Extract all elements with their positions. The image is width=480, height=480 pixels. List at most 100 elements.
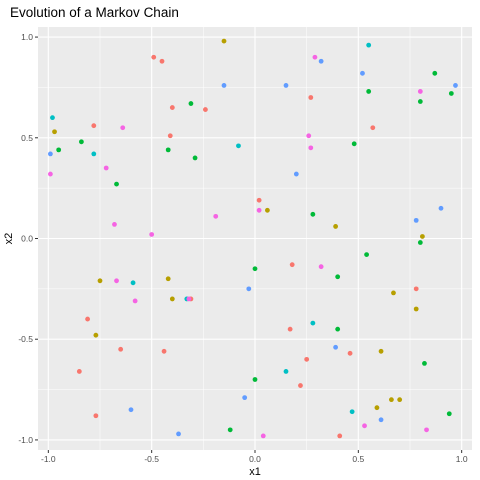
data-point (50, 115, 55, 121)
data-point (91, 151, 97, 157)
data-point (186, 296, 192, 302)
data-point (246, 286, 252, 292)
data-point (93, 413, 99, 419)
data-point (114, 181, 119, 187)
y-tick-label: 0.0 (21, 234, 33, 244)
chart-title: Evolution of a Markov Chain (10, 5, 179, 20)
data-point (118, 346, 124, 352)
x-tick-label: 0.0 (249, 454, 261, 464)
data-point (374, 405, 380, 411)
x-tick-label: -0.5 (144, 454, 159, 464)
data-point (417, 89, 423, 94)
data-point (378, 348, 384, 354)
data-point (151, 54, 157, 60)
data-point (56, 147, 62, 153)
x-tick-label: 1.0 (456, 454, 468, 464)
data-point (48, 171, 53, 177)
data-point (304, 356, 310, 362)
data-point (130, 280, 136, 286)
y-tick-label: 0.5 (21, 133, 33, 143)
data-point (52, 129, 57, 135)
data-point (318, 264, 324, 270)
data-point (112, 222, 117, 227)
data-point (91, 123, 97, 129)
data-point (85, 316, 90, 322)
data-point (169, 105, 175, 110)
y-tick-label: -1.0 (18, 435, 33, 445)
data-point (213, 213, 219, 219)
data-point (103, 165, 109, 171)
data-point (366, 42, 372, 48)
data-point (132, 298, 138, 304)
data-point (203, 107, 208, 112)
data-point (252, 377, 258, 382)
data-point (391, 290, 396, 296)
data-point (308, 95, 314, 100)
data-point (318, 58, 324, 64)
data-point (159, 58, 165, 64)
data-point (289, 262, 295, 268)
data-point (165, 276, 171, 282)
data-point (389, 397, 394, 403)
data-point (167, 133, 173, 139)
y-tick-label: -0.5 (18, 334, 33, 344)
data-point (366, 89, 372, 94)
data-point (169, 296, 175, 302)
data-point (256, 207, 262, 213)
data-point (161, 348, 167, 354)
data-point (149, 232, 155, 237)
data-point (333, 344, 338, 350)
data-point (438, 205, 444, 211)
data-point (227, 427, 233, 433)
data-point (360, 70, 365, 76)
data-point (128, 407, 134, 413)
data-point (308, 145, 314, 151)
data-point (93, 332, 99, 338)
data-point (422, 360, 427, 366)
data-point (283, 83, 289, 88)
data-point (417, 99, 423, 104)
data-point (378, 417, 384, 423)
data-point (293, 171, 299, 177)
data-point (417, 240, 423, 245)
data-point (221, 38, 227, 44)
data-point (242, 395, 248, 401)
data-point (420, 234, 425, 239)
x-axis-label: x1 (249, 466, 261, 478)
data-point (370, 125, 376, 131)
data-point (446, 411, 452, 417)
data-point (76, 369, 82, 374)
data-point (114, 278, 119, 284)
x-tick-label: -1.0 (41, 454, 56, 464)
data-point (413, 306, 419, 312)
data-point (221, 83, 227, 88)
data-point (347, 350, 353, 356)
data-point (310, 320, 316, 326)
data-point (351, 141, 357, 147)
data-point (188, 101, 194, 106)
data-point (453, 83, 458, 88)
y-tick-label: 1.0 (21, 32, 33, 42)
data-point (362, 423, 367, 429)
data-point (397, 397, 403, 403)
data-point (312, 54, 318, 60)
data-point (192, 155, 198, 161)
data-point (48, 151, 53, 157)
x-axis-ticks: -1.0 -0.5 0.0 0.5 1.0 (41, 450, 468, 464)
data-point (364, 252, 369, 258)
data-point (236, 143, 241, 149)
data-point (265, 207, 270, 213)
data-point (176, 431, 181, 437)
y-axis-ticks: -1.0 -0.5 0.0 0.5 1.0 (18, 32, 38, 445)
data-point (260, 433, 266, 439)
data-point (298, 383, 303, 388)
y-axis-label: x2 (3, 233, 15, 245)
data-point (120, 125, 126, 131)
data-point (310, 211, 316, 217)
data-point (432, 70, 438, 76)
data-point (283, 369, 289, 374)
data-point (337, 433, 343, 439)
data-point (79, 139, 84, 145)
data-point (349, 409, 355, 415)
